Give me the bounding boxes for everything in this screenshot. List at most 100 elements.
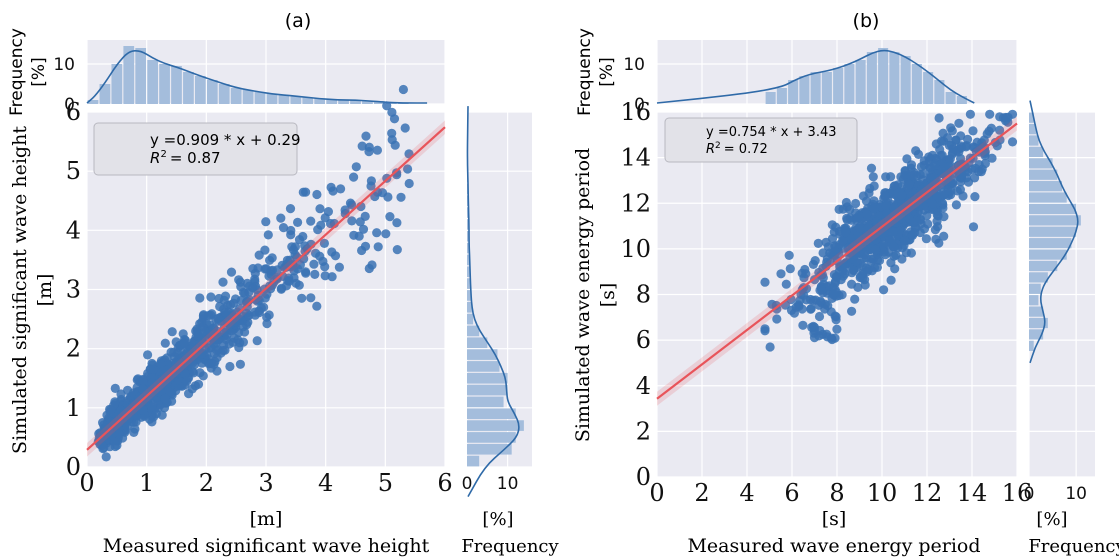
scatter-point <box>155 359 165 369</box>
right-hist-bar <box>467 349 498 360</box>
scatter-point <box>864 188 874 198</box>
scatter-point <box>791 302 801 312</box>
panel-a-xlabel-unit: [m] <box>250 508 283 530</box>
top-hist-bar <box>183 72 194 104</box>
right-hist-bar <box>1029 158 1053 169</box>
top-hist-bar <box>171 66 182 104</box>
y-tick-label: 6 <box>66 98 81 126</box>
scatter-point <box>937 150 947 160</box>
scatter-point <box>286 230 296 240</box>
scatter-point <box>919 224 930 234</box>
right-hist-bar <box>467 396 504 408</box>
panel-b-right-hist-label: Frequency <box>1028 536 1119 557</box>
panel-b-top-hist-ticks: 0 10 <box>623 55 645 115</box>
scatter-point <box>916 184 927 195</box>
top-hist-tick-label: 0 <box>64 95 75 115</box>
right-hist-bar <box>1029 295 1039 306</box>
scatter-point <box>850 294 860 304</box>
scatter-point <box>372 145 382 155</box>
scatter-point <box>815 325 825 336</box>
panel-b-top-hist-bars <box>765 48 967 104</box>
panel-a-top-kde-curve <box>86 49 428 104</box>
x-tick-label: 2 <box>694 479 709 507</box>
panel-b-right-hist-grid <box>1028 111 1095 478</box>
scatter-point <box>367 260 377 270</box>
right-hist-bar <box>467 455 480 467</box>
panel-a-fit-line <box>86 126 446 451</box>
scatter-point <box>849 265 859 276</box>
scatter-point <box>392 218 402 228</box>
scatter-point <box>293 217 303 227</box>
scatter-point <box>831 312 841 322</box>
scatter-point <box>899 235 910 246</box>
top-hist-bar <box>135 48 147 104</box>
scatter-point <box>970 192 980 202</box>
scatter-point <box>110 383 120 393</box>
scatter-point <box>357 245 367 256</box>
scatter-point <box>939 231 949 241</box>
scatter-point <box>195 368 205 378</box>
scatter-point <box>240 327 250 337</box>
right-hist-bar <box>1029 306 1044 317</box>
x-tick-label: 8 <box>829 479 844 507</box>
scatter-point <box>889 181 899 191</box>
scatter-point <box>263 230 273 240</box>
scatter-point <box>178 329 188 339</box>
scatter-point <box>995 125 1005 135</box>
scatter-point <box>956 169 967 179</box>
panel-a-right-hist-bars <box>467 136 524 467</box>
x-tick-label: 16 <box>1002 479 1033 507</box>
right-hist-bar <box>467 432 516 443</box>
scatter-point <box>968 126 978 136</box>
scatter-point <box>182 376 192 386</box>
x-tick-label: 10 <box>867 479 898 507</box>
scatter-point <box>206 358 216 368</box>
right-hist-bar <box>1029 124 1037 135</box>
y-tick-label: 12 <box>620 189 651 217</box>
scatter-point <box>160 393 170 404</box>
scatter-point <box>267 253 277 263</box>
scatter-point <box>382 101 392 111</box>
right-hist-bar <box>1029 169 1058 180</box>
panel-b: (b) 010 Frequency [%] 0 2 4 6 8 10 12 14 1602468… <box>572 10 1119 557</box>
scatter-point <box>260 293 270 303</box>
scatter-point <box>340 205 350 215</box>
scatter-point <box>952 186 962 196</box>
scatter-point <box>800 264 810 275</box>
scatter-point <box>927 199 937 209</box>
scatter-point <box>234 275 244 285</box>
top-hist-bar <box>776 88 787 104</box>
scatter-point <box>187 343 197 353</box>
panel-b-right-hist-bars <box>1029 112 1081 351</box>
top-hist-bar <box>87 100 99 104</box>
panel-b-equation: y =0.754 * x + 3.43 <box>706 125 837 140</box>
scatter-point <box>366 181 376 191</box>
right-hist-bar <box>467 242 470 254</box>
panel-b-label: (b) <box>853 10 880 32</box>
top-hist-bar <box>242 90 254 104</box>
scatter-point <box>968 222 979 232</box>
scatter-point <box>218 277 228 287</box>
scatter-point <box>828 289 838 299</box>
scatter-point <box>776 269 786 279</box>
scatter-point <box>977 138 987 148</box>
scatter-point <box>930 225 941 235</box>
scatter-point <box>320 271 330 281</box>
scatter-point <box>837 236 848 246</box>
scatter-point <box>760 324 770 334</box>
scatter-point <box>190 381 200 391</box>
top-hist-bar <box>945 92 956 104</box>
right-hist-bar <box>1029 226 1077 237</box>
top-hist-bar <box>278 95 290 104</box>
scatter-point <box>886 275 896 285</box>
right-hist-tick-label: 0 <box>1024 484 1035 504</box>
y-tick-label: 14 <box>620 144 651 172</box>
panel-a-ylabel: Simulated significant wave height <box>9 126 31 454</box>
scatter-point <box>248 283 258 293</box>
scatter-point <box>364 147 374 157</box>
scatter-point <box>101 452 111 462</box>
scatter-point <box>351 162 361 172</box>
y-tick-label: 8 <box>636 281 651 309</box>
scatter-point <box>963 177 974 187</box>
